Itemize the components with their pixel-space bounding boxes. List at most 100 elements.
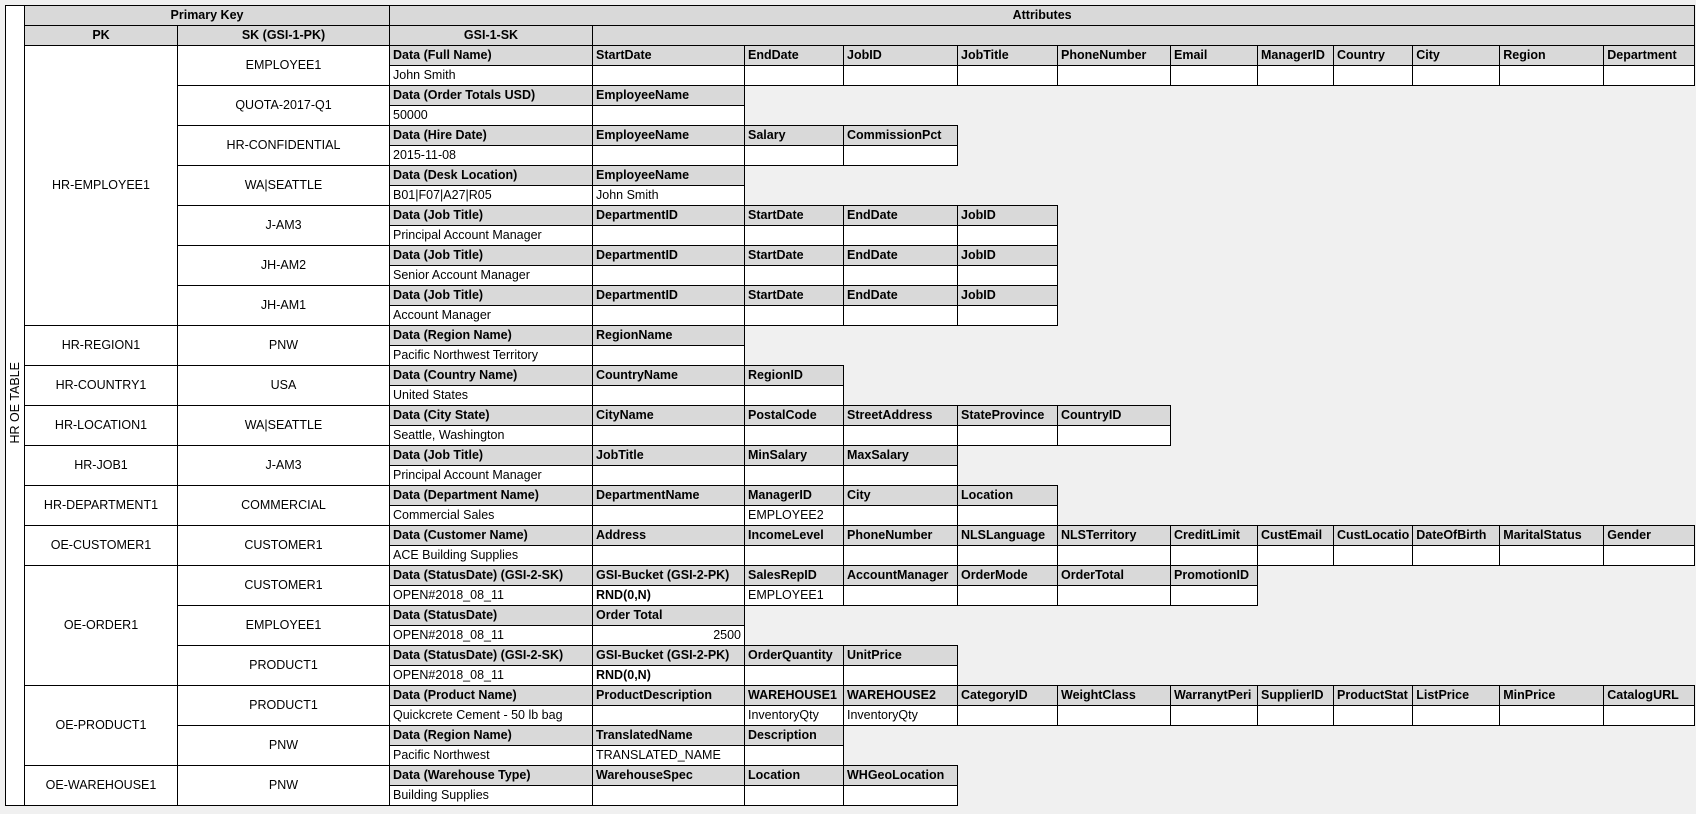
attribute-value-cell[interactable]: RND(0,N) xyxy=(592,585,745,606)
attribute-value-cell[interactable] xyxy=(957,225,1058,246)
attribute-name-cell[interactable]: JobTitle xyxy=(957,45,1058,66)
attribute-name-cell[interactable]: Address xyxy=(592,525,745,546)
attribute-value-cell[interactable] xyxy=(957,65,1058,86)
attribute-value-cell[interactable] xyxy=(843,505,958,526)
sk-cell[interactable]: PNW xyxy=(177,725,390,766)
attribute-value-cell[interactable]: 2500 xyxy=(592,625,745,646)
attribute-value-cell[interactable]: Principal Account Manager xyxy=(389,465,593,486)
attribute-name-cell[interactable]: Data (City State) xyxy=(389,405,593,426)
attribute-value-cell[interactable]: John Smith xyxy=(592,185,745,206)
attribute-name-cell[interactable]: CreditLimit xyxy=(1170,525,1258,546)
attribute-value-cell[interactable]: ACE Building Supplies xyxy=(389,545,593,566)
attribute-value-cell[interactable]: 50000 xyxy=(389,105,593,126)
attribute-name-cell[interactable]: OrderMode xyxy=(957,565,1058,586)
attribute-name-cell[interactable]: SalesRepID xyxy=(744,565,844,586)
attribute-name-cell[interactable]: ManagerID xyxy=(744,485,844,506)
attribute-value-cell[interactable] xyxy=(1170,545,1258,566)
attribute-name-cell[interactable]: CatalogURL xyxy=(1603,685,1696,706)
attribute-value-cell[interactable]: Principal Account Manager xyxy=(389,225,593,246)
attribute-name-cell[interactable]: Data (Warehouse Type) xyxy=(389,765,593,786)
attribute-name-cell[interactable]: JobID xyxy=(957,205,1058,226)
attribute-value-cell[interactable]: Senior Account Manager xyxy=(389,265,593,286)
attribute-value-cell[interactable] xyxy=(744,785,844,806)
attribute-name-cell[interactable]: Region xyxy=(1499,45,1605,66)
attribute-value-cell[interactable] xyxy=(957,505,1058,526)
attribute-value-cell[interactable] xyxy=(957,305,1058,326)
pk-cell[interactable]: HR-EMPLOYEE1 xyxy=(24,45,178,326)
attribute-name-cell[interactable]: PostalCode xyxy=(744,405,844,426)
attribute-value-cell[interactable]: John Smith xyxy=(389,65,593,86)
attribute-name-cell[interactable]: MaritalStatus xyxy=(1499,525,1605,546)
attribute-value-cell[interactable] xyxy=(1257,65,1334,86)
sk-cell[interactable]: PRODUCT1 xyxy=(177,645,390,686)
attribute-name-cell[interactable]: StateProvince xyxy=(957,405,1058,426)
attribute-name-cell[interactable]: Department xyxy=(1603,45,1696,66)
sk-cell[interactable]: CUSTOMER1 xyxy=(177,525,390,566)
attribute-name-cell[interactable]: Data (Desk Location) xyxy=(389,165,593,186)
attribute-name-cell[interactable]: WAREHOUSE1 xyxy=(744,685,844,706)
attribute-name-cell[interactable]: DepartmentName xyxy=(592,485,745,506)
attribute-value-cell[interactable] xyxy=(957,265,1058,286)
attribute-name-cell[interactable]: NLSTerritory xyxy=(1057,525,1171,546)
attribute-name-cell[interactable]: CountryName xyxy=(592,365,745,386)
attribute-value-cell[interactable] xyxy=(1412,65,1501,86)
attribute-value-cell[interactable] xyxy=(1170,585,1258,606)
attribute-value-cell[interactable] xyxy=(592,505,745,526)
attribute-value-cell[interactable]: TRANSLATED_NAME xyxy=(592,745,745,766)
attribute-name-cell[interactable]: IncomeLevel xyxy=(744,525,844,546)
attribute-name-cell[interactable]: City xyxy=(843,485,958,506)
attribute-value-cell[interactable] xyxy=(843,545,958,566)
attribute-value-cell[interactable] xyxy=(843,465,958,486)
pk-cell[interactable]: OE-WAREHOUSE1 xyxy=(24,765,178,806)
attribute-name-cell[interactable]: DateOfBirth xyxy=(1412,525,1501,546)
pk-cell[interactable]: HR-DEPARTMENT1 xyxy=(24,485,178,526)
attribute-name-cell[interactable]: EmployeeName xyxy=(592,125,745,146)
pk-cell[interactable]: OE-CUSTOMER1 xyxy=(24,525,178,566)
attribute-name-cell[interactable]: Country xyxy=(1332,45,1414,66)
attribute-name-cell[interactable]: Description xyxy=(744,725,844,746)
attribute-value-cell[interactable]: Building Supplies xyxy=(389,785,593,806)
attribute-value-cell[interactable] xyxy=(1412,705,1501,726)
attribute-name-cell[interactable]: Order Total xyxy=(592,605,745,626)
attribute-name-cell[interactable]: ManagerID xyxy=(1257,45,1334,66)
attribute-value-cell[interactable] xyxy=(1603,65,1696,86)
attribute-value-cell[interactable] xyxy=(744,65,844,86)
attribute-name-cell[interactable]: EndDate xyxy=(843,245,958,266)
attribute-value-cell[interactable] xyxy=(744,265,844,286)
attribute-name-cell[interactable]: Data (Job Title) xyxy=(389,445,593,466)
attribute-name-cell[interactable]: Data (StatusDate) (GSI-2-SK) xyxy=(389,565,593,586)
pk-cell[interactable]: HR-JOB1 xyxy=(24,445,178,486)
attribute-name-cell[interactable]: NLSLanguage xyxy=(957,525,1058,546)
attribute-name-cell[interactable]: UnitPrice xyxy=(843,645,958,666)
attribute-name-cell[interactable]: DepartmentID xyxy=(592,285,745,306)
attribute-value-cell[interactable] xyxy=(592,545,745,566)
attribute-value-cell[interactable] xyxy=(843,265,958,286)
attribute-value-cell[interactable] xyxy=(1057,705,1171,726)
attribute-value-cell[interactable] xyxy=(592,305,745,326)
attribute-value-cell[interactable]: RND(0,N) xyxy=(592,665,745,686)
attribute-value-cell[interactable] xyxy=(592,785,745,806)
attribute-name-cell[interactable]: CustEmail xyxy=(1257,525,1334,546)
attribute-value-cell[interactable] xyxy=(592,265,745,286)
attribute-name-cell[interactable]: Data (Department Name) xyxy=(389,485,593,506)
sk-cell[interactable]: PRODUCT1 xyxy=(177,685,390,726)
attribute-value-cell[interactable] xyxy=(1332,705,1414,726)
attribute-value-cell[interactable]: OPEN#2018_08_11 xyxy=(389,625,593,646)
attribute-name-cell[interactable]: JobID xyxy=(957,285,1058,306)
attribute-value-cell[interactable] xyxy=(744,225,844,246)
attribute-name-cell[interactable]: Data (Job Title) xyxy=(389,245,593,266)
attribute-value-cell[interactable]: Commercial Sales xyxy=(389,505,593,526)
attribute-name-cell[interactable]: EmployeeName xyxy=(592,165,745,186)
attribute-value-cell[interactable]: EMPLOYEE2 xyxy=(744,505,844,526)
attribute-name-cell[interactable]: ProductDescription xyxy=(592,685,745,706)
attribute-value-cell[interactable] xyxy=(744,545,844,566)
sk-cell[interactable]: CUSTOMER1 xyxy=(177,565,390,606)
attribute-name-cell[interactable]: SupplierID xyxy=(1257,685,1334,706)
attribute-value-cell[interactable]: InventoryQty xyxy=(843,705,958,726)
attribute-value-cell[interactable] xyxy=(1170,65,1258,86)
attribute-value-cell[interactable]: Account Manager xyxy=(389,305,593,326)
attribute-name-cell[interactable]: StreetAddress xyxy=(843,405,958,426)
sk-cell[interactable]: J-AM3 xyxy=(177,205,390,246)
attribute-name-cell[interactable]: Data (Region Name) xyxy=(389,725,593,746)
attribute-value-cell[interactable] xyxy=(1603,545,1696,566)
